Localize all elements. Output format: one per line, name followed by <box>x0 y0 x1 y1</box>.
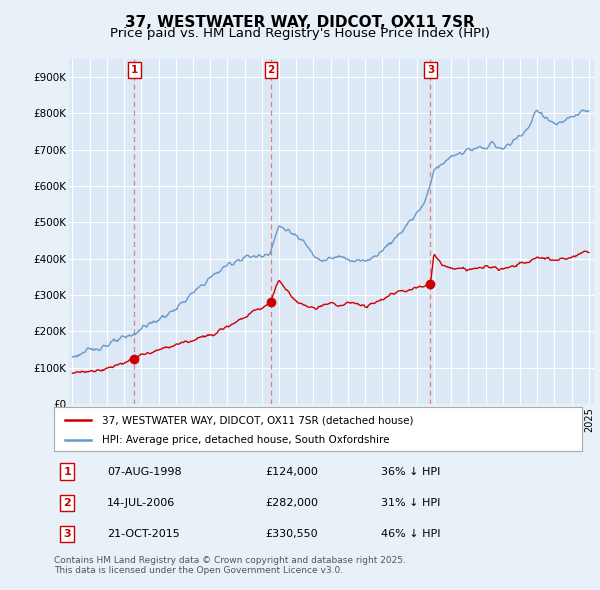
Text: 46% ↓ HPI: 46% ↓ HPI <box>382 529 441 539</box>
Text: 2: 2 <box>267 65 275 75</box>
Text: Price paid vs. HM Land Registry's House Price Index (HPI): Price paid vs. HM Land Registry's House … <box>110 27 490 40</box>
Text: Contains HM Land Registry data © Crown copyright and database right 2025.
This d: Contains HM Land Registry data © Crown c… <box>54 556 406 575</box>
Text: 3: 3 <box>64 529 71 539</box>
Text: 2: 2 <box>64 498 71 508</box>
Text: 1: 1 <box>64 467 71 477</box>
Text: 14-JUL-2006: 14-JUL-2006 <box>107 498 175 508</box>
Text: £282,000: £282,000 <box>265 498 318 508</box>
Text: HPI: Average price, detached house, South Oxfordshire: HPI: Average price, detached house, Sout… <box>101 435 389 445</box>
Text: 07-AUG-1998: 07-AUG-1998 <box>107 467 181 477</box>
Text: 37, WESTWATER WAY, DIDCOT, OX11 7SR (detached house): 37, WESTWATER WAY, DIDCOT, OX11 7SR (det… <box>101 415 413 425</box>
Text: 1: 1 <box>131 65 138 75</box>
Text: £124,000: £124,000 <box>265 467 318 477</box>
Text: 31% ↓ HPI: 31% ↓ HPI <box>382 498 441 508</box>
Text: 21-OCT-2015: 21-OCT-2015 <box>107 529 179 539</box>
Text: 3: 3 <box>427 65 434 75</box>
Text: £330,550: £330,550 <box>265 529 318 539</box>
Text: 36% ↓ HPI: 36% ↓ HPI <box>382 467 441 477</box>
Text: 37, WESTWATER WAY, DIDCOT, OX11 7SR: 37, WESTWATER WAY, DIDCOT, OX11 7SR <box>125 15 475 30</box>
